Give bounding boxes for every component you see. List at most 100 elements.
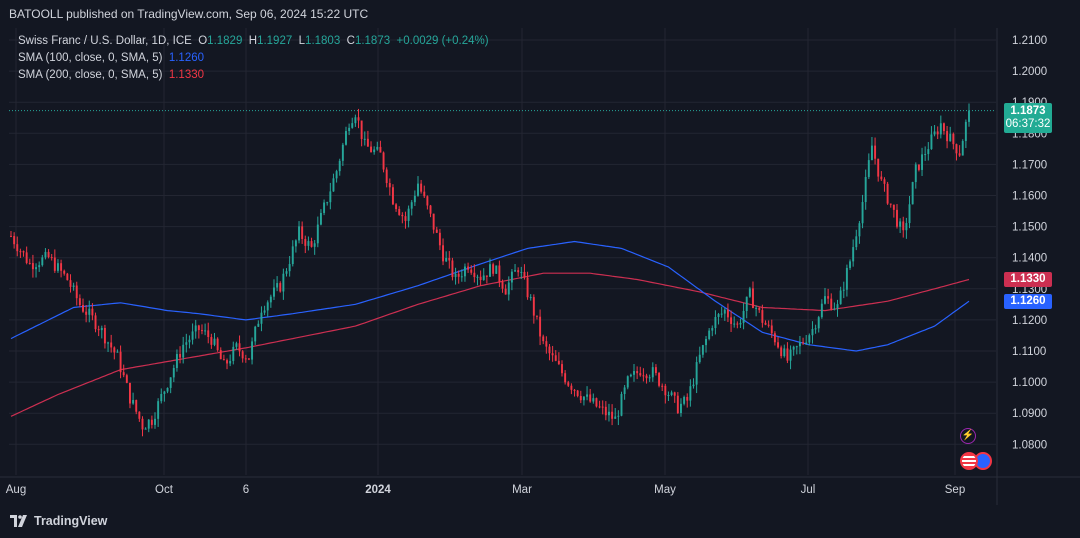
candle-body bbox=[958, 153, 961, 156]
candle-body bbox=[867, 160, 870, 177]
candle-body bbox=[432, 213, 435, 230]
candle-body bbox=[717, 314, 720, 317]
candle-body bbox=[50, 257, 53, 259]
x-tick-label: Sep bbox=[945, 484, 965, 496]
candle-body bbox=[798, 342, 801, 347]
candle-body bbox=[892, 204, 895, 210]
candle-body bbox=[207, 330, 210, 338]
candle-body bbox=[711, 328, 714, 331]
candle-body bbox=[617, 415, 620, 417]
candle-body bbox=[592, 398, 595, 402]
candle-body bbox=[385, 169, 388, 184]
candle-body bbox=[219, 350, 222, 360]
candle-body bbox=[827, 296, 830, 299]
candle-body bbox=[213, 338, 216, 345]
y-tick-label: 1.1500 bbox=[1012, 222, 1047, 234]
candle-body bbox=[924, 154, 927, 156]
candle-body bbox=[82, 305, 84, 312]
candle-body bbox=[116, 351, 119, 353]
candle-body bbox=[858, 223, 861, 237]
candle-body bbox=[41, 257, 44, 266]
candle-body bbox=[723, 309, 726, 314]
candle-body bbox=[714, 316, 717, 329]
candle-body bbox=[288, 264, 291, 272]
candle-body bbox=[175, 354, 178, 369]
candle-body bbox=[968, 110, 970, 122]
candle-body bbox=[28, 262, 31, 264]
candle-body bbox=[651, 367, 654, 378]
candle-body bbox=[204, 330, 207, 332]
candle-body bbox=[557, 360, 560, 365]
candle-body bbox=[620, 393, 623, 416]
legend-l-label: L bbox=[298, 35, 306, 47]
candle-body bbox=[520, 271, 523, 273]
candle-body bbox=[310, 241, 313, 247]
candle-body bbox=[554, 355, 557, 361]
candle-body bbox=[257, 323, 260, 327]
candle-body bbox=[523, 271, 526, 278]
candle-body bbox=[438, 232, 441, 246]
candle-body bbox=[291, 246, 294, 265]
candle-body bbox=[135, 400, 138, 412]
candle-body bbox=[845, 267, 848, 290]
candle-body bbox=[576, 390, 579, 396]
candle-body bbox=[13, 236, 16, 245]
candle-body bbox=[535, 315, 538, 317]
candle-body bbox=[936, 131, 939, 135]
lightning-event-icon[interactable]: ⚡ bbox=[960, 428, 976, 444]
tradingview-logo[interactable]: TradingView bbox=[10, 514, 107, 528]
candle-body bbox=[777, 342, 779, 348]
candle-body bbox=[316, 224, 319, 244]
candle-body bbox=[154, 418, 156, 425]
candle-body bbox=[733, 323, 736, 325]
candle-body bbox=[849, 261, 852, 268]
legend-sma200-label: SMA (200, close, 0, SMA, 5) bbox=[18, 69, 163, 81]
candle-body bbox=[514, 270, 517, 272]
candle-body bbox=[473, 272, 476, 278]
candle-body bbox=[489, 264, 491, 277]
legend-h-label: H bbox=[248, 35, 258, 47]
legend-l-value: 1.1803 bbox=[305, 35, 341, 47]
candle-body bbox=[56, 263, 59, 271]
candle-body bbox=[927, 149, 930, 155]
candle-body bbox=[629, 374, 632, 377]
candle-body bbox=[582, 396, 585, 401]
candle-body bbox=[370, 146, 373, 153]
candle-body bbox=[545, 341, 548, 347]
candle-body bbox=[899, 221, 902, 227]
candle-body bbox=[238, 343, 241, 352]
x-tick-label: Aug bbox=[6, 484, 26, 496]
candle-body bbox=[332, 178, 335, 192]
price-chart[interactable]: 1.21001.20001.19001.18001.17001.16001.15… bbox=[0, 0, 1080, 505]
candle-body bbox=[946, 131, 949, 142]
candle-body bbox=[939, 123, 942, 135]
candle-body bbox=[341, 144, 344, 161]
candle-body bbox=[172, 368, 175, 378]
candle-body bbox=[667, 394, 670, 396]
candle-body bbox=[495, 265, 498, 274]
candle-body bbox=[44, 251, 47, 258]
candle-body bbox=[338, 160, 341, 172]
candle-body bbox=[345, 131, 347, 145]
candle-body bbox=[460, 276, 463, 278]
candle-body bbox=[579, 395, 582, 401]
candle-body bbox=[169, 377, 172, 388]
candle-body bbox=[748, 288, 751, 297]
us-flag-event-icon[interactable] bbox=[960, 452, 978, 470]
candle-body bbox=[423, 191, 426, 197]
candle-body bbox=[770, 325, 773, 334]
candle-body bbox=[366, 138, 369, 147]
candle-body bbox=[792, 346, 795, 350]
candle-body bbox=[94, 315, 97, 330]
candle-body bbox=[157, 401, 160, 419]
candle-body bbox=[664, 385, 667, 396]
candle-body bbox=[842, 289, 845, 291]
candle-body bbox=[736, 323, 739, 325]
candle-body bbox=[824, 296, 826, 304]
candle-body bbox=[742, 310, 745, 323]
last-price-value: 1.1873 bbox=[1010, 105, 1046, 117]
sma200-line bbox=[10, 272, 970, 417]
legend-symbol: Swiss Franc / U.S. Dollar, 1D, ICE bbox=[18, 35, 192, 47]
candle-body bbox=[363, 138, 366, 140]
candle-body bbox=[921, 154, 924, 170]
